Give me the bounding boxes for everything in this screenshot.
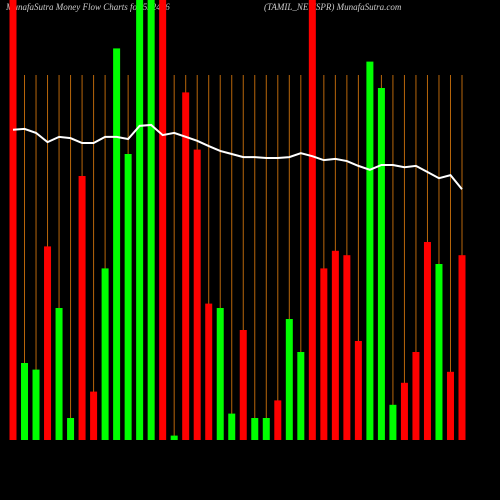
bar [32, 369, 40, 440]
bar [435, 264, 443, 440]
bar [412, 352, 420, 440]
bar [389, 404, 397, 440]
bar [331, 250, 339, 440]
bar [239, 330, 247, 440]
bar [320, 268, 328, 440]
bar [228, 413, 236, 440]
chart-subtitle: (TAMIL_NEWSPR) MunafaSutra.com [264, 2, 402, 12]
bar [297, 352, 305, 440]
bar [113, 48, 121, 441]
bar [147, 0, 155, 440]
bar [205, 303, 213, 440]
bar [285, 319, 293, 440]
bar [216, 308, 224, 440]
bar [90, 391, 98, 440]
bar [44, 246, 52, 440]
bar [170, 435, 178, 440]
bar [458, 255, 466, 440]
bar [274, 400, 282, 440]
bar [136, 0, 144, 440]
bar [193, 149, 201, 440]
bar [446, 371, 454, 440]
bar [354, 341, 362, 440]
bar [124, 154, 132, 440]
bar [78, 176, 86, 440]
bar [366, 61, 374, 440]
bar [21, 363, 29, 440]
chart-title: MunafaSutra Money Flow Charts for 532426 [5, 2, 170, 12]
bar [9, 0, 17, 440]
bar [308, 0, 316, 440]
bar [423, 242, 431, 440]
bar [159, 0, 167, 440]
bar [262, 418, 270, 440]
flow-line [12, 123, 463, 190]
bar [377, 88, 385, 440]
bar [343, 255, 351, 440]
bar [251, 418, 259, 440]
bar [67, 418, 75, 440]
bar [101, 268, 109, 440]
bar [400, 382, 408, 440]
bar [55, 308, 63, 440]
bar [182, 92, 190, 441]
